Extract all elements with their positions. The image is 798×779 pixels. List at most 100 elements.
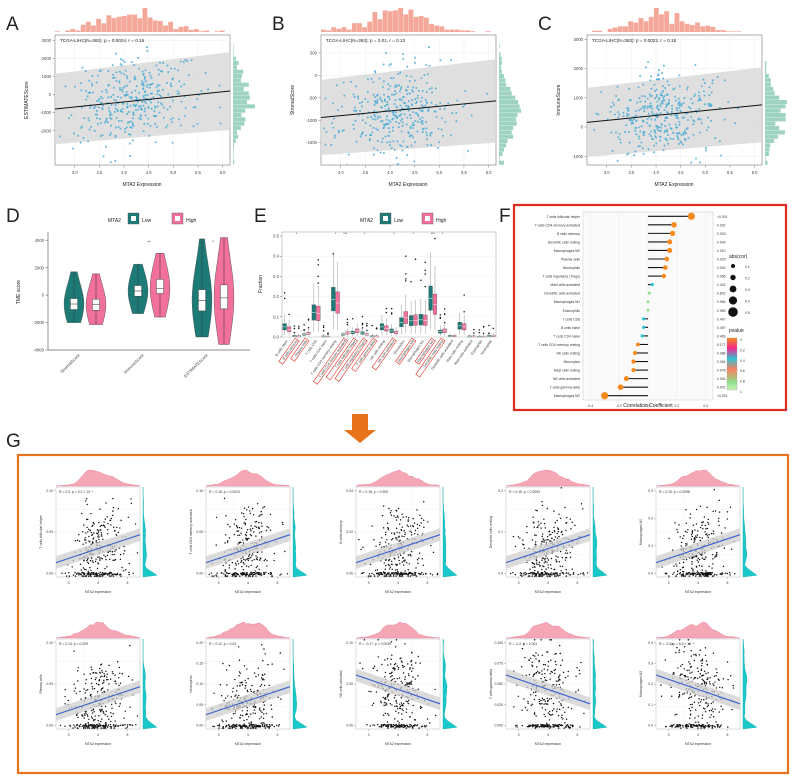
panel-f-row-label: Monocytes	[564, 360, 581, 364]
svg-text:5: 5	[276, 733, 278, 737]
svg-text:ESTIMATEScore: ESTIMATEScore	[183, 352, 209, 378]
panel-f-row: Mast cells resting 0.078	[554, 367, 726, 373]
panel-g-right-density	[442, 638, 458, 730]
svg-text:*: *	[393, 232, 395, 236]
svg-text:0.2: 0.2	[273, 294, 279, 299]
panel-f-row: T cells CD4 memory resting 0.177	[538, 342, 726, 347]
panel-g-annotation: R = 0.15, p = 0.0094	[509, 490, 540, 494]
svg-text:3: 3	[218, 733, 220, 737]
svg-text:5: 5	[126, 733, 128, 737]
svg-text:0.00: 0.00	[346, 724, 353, 728]
svg-text:0.1: 0.1	[745, 265, 750, 269]
panel-f: F T cells follicular helper <0.001 T cells…	[497, 200, 798, 415]
svg-text:3: 3	[368, 581, 370, 585]
panel-f-row-label: NK cells resting	[556, 352, 580, 356]
svg-text:1000: 1000	[42, 74, 52, 79]
panel-g-subplot: R = 0.12, p = 0.04 Neutrophils MTA2 expres…	[189, 621, 308, 746]
panel-f-row: Macrophages M2 <0.001	[554, 392, 728, 400]
svg-text:0.05: 0.05	[196, 530, 203, 534]
highlight-box	[334, 337, 368, 382]
panel-g-right-density	[442, 487, 458, 578]
svg-text:*: *	[413, 232, 415, 236]
panel-f-pvalue: 0.010	[717, 249, 726, 253]
svg-text:0: 0	[49, 92, 52, 97]
panel-e-plot: MTA2 Low High 0.00.10.20.30.40.5 * * *** * * *…	[258, 212, 497, 385]
svg-text:0.20: 0.20	[196, 641, 203, 645]
panel-g-right-density	[742, 638, 758, 730]
panel-f-dot	[631, 367, 636, 373]
svg-text:-2000: -2000	[33, 320, 44, 325]
svg-text:0.10: 0.10	[46, 489, 53, 493]
panel-f-pvalue: 0.497	[717, 326, 726, 330]
panel-f-row: Plasma cells 0.029	[561, 256, 726, 262]
panel-b-ylabel: StromalScore	[290, 85, 296, 116]
panel-d-letter: D	[6, 206, 20, 227]
svg-text:5.5: 5.5	[461, 170, 467, 175]
panel-f-plot: T cells follicular helper <0.001 T cells C…	[512, 203, 788, 412]
highlight-box	[414, 337, 436, 365]
svg-text:4.5: 4.5	[412, 170, 418, 175]
panel-f-dot	[669, 230, 676, 237]
svg-text:*: *	[296, 232, 298, 236]
box-shape	[316, 305, 321, 321]
panel-c-right-histogram	[765, 61, 787, 165]
svg-text:0.2: 0.2	[675, 404, 680, 408]
box-shape	[428, 285, 433, 311]
panel-g-xlabel: MTA2 expression	[535, 742, 561, 746]
panel-g-border	[16, 453, 790, 775]
svg-text:0.4: 0.4	[740, 359, 745, 363]
panel-f-row: Macrophages M1 0.964	[554, 300, 726, 304]
svg-text:0.00: 0.00	[346, 572, 353, 576]
svg-text:0.4: 0.4	[745, 299, 750, 303]
panel-c-plot: 3.0 3.5 4.0 4.5 5.0 5.5 6.0-10000100020003000 …	[556, 8, 787, 188]
panel-f-border	[512, 203, 788, 412]
size-legend-dot	[729, 285, 737, 293]
svg-text:3.5: 3.5	[628, 170, 634, 175]
panel-g-subplot: R = 0.18, p = 0.0023 T cells CD4 memory a…	[189, 469, 308, 594]
panel-f-size-legend-title: abs(cor)	[729, 254, 748, 260]
svg-text:5.0: 5.0	[170, 170, 176, 175]
panel-g-top-density	[355, 621, 441, 639]
panel-g-xlabel: MTA2 expression	[685, 742, 711, 746]
svg-text:0: 0	[740, 338, 742, 342]
svg-text:***: ***	[343, 232, 348, 236]
panel-b-right-histogram	[499, 43, 521, 165]
panel-f-dot	[647, 291, 651, 295]
svg-text:**: **	[147, 240, 151, 245]
panel-e-letter: E	[254, 206, 267, 227]
panel-c-letter: C	[538, 14, 552, 35]
panel-g-annotation: R = 0.12, p = 0.04	[209, 642, 236, 646]
panel-f-dot	[632, 350, 638, 356]
panel-f-dot	[650, 283, 654, 287]
panel-f-dot	[601, 392, 609, 400]
color-legend-bar	[726, 337, 738, 391]
svg-text:*: *	[364, 232, 366, 236]
panel-b-letter: B	[272, 14, 285, 35]
panel-g-letter: G	[6, 431, 21, 452]
panel-f-pvalue: 0.040	[717, 266, 726, 270]
panel-f-row-label: Dendritic cells activated	[544, 292, 580, 296]
panel-f-row: B cells naive 0.497	[561, 325, 726, 330]
panel-f-row-label: NK cells activated	[553, 377, 580, 381]
panel-g-xlabel: MTA2 expression	[385, 590, 411, 594]
panel-g-xlabel: MTA2 expression	[85, 742, 111, 746]
panel-f-dot	[642, 325, 646, 329]
svg-text:4.0: 4.0	[653, 170, 659, 175]
svg-text:4: 4	[97, 581, 99, 585]
panel-f-pvalue: 0.078	[717, 369, 726, 373]
svg-text:3000: 3000	[42, 38, 52, 43]
panel-f-xlabel: Correlation Coefficient	[623, 403, 673, 409]
panel-g-top-density	[655, 469, 741, 487]
panel-f-pvalue: <0.001	[717, 394, 728, 398]
panel-g-ylabel: NK cells activated	[339, 670, 343, 697]
panel-d-legend-title: MTA2	[108, 218, 121, 224]
panel-g-xlabel: MTA2 expression	[535, 590, 561, 594]
panel-f-pvalue: 0.066	[717, 275, 726, 279]
box-shape	[331, 287, 336, 312]
panel-g-top-density	[55, 469, 141, 487]
panel-f-pvalue: 0.001	[717, 386, 726, 390]
svg-text:4.5: 4.5	[146, 170, 152, 175]
panel-f-row: Monocytes 0.084	[564, 359, 726, 364]
panel-g-annotation: R = 0.15, p = 0.0098	[659, 490, 690, 494]
